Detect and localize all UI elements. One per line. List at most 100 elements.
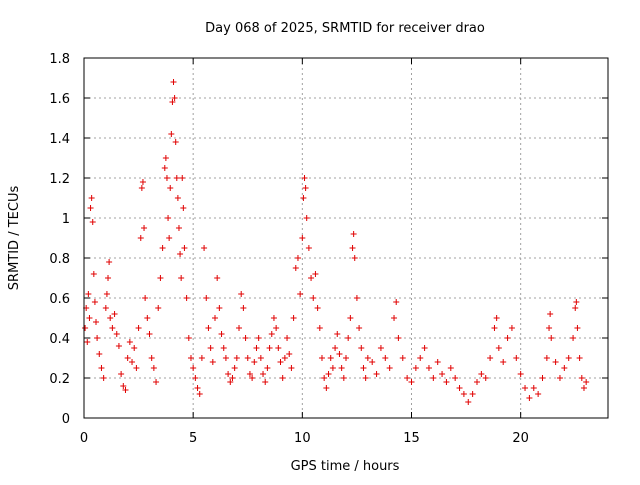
data-point (314, 305, 321, 311)
data-point (487, 355, 494, 361)
data-point (543, 355, 550, 361)
data-point (580, 385, 587, 391)
data-point (126, 339, 133, 345)
data-point (421, 345, 428, 351)
data-point (133, 365, 140, 371)
y-tick-label: 1 (62, 212, 70, 227)
data-point (530, 385, 537, 391)
data-point (546, 325, 553, 331)
data-point (141, 225, 148, 231)
data-point (262, 379, 269, 385)
data-point (308, 275, 315, 281)
data-point (170, 79, 177, 85)
data-point (513, 355, 520, 361)
data-point (336, 351, 343, 357)
data-point (183, 295, 190, 301)
data-point (90, 271, 97, 277)
data-point (279, 375, 286, 381)
data-point (570, 335, 577, 341)
data-point (257, 355, 264, 361)
data-point (299, 235, 306, 241)
data-point (292, 265, 299, 271)
data-point (242, 335, 249, 341)
data-point (106, 259, 113, 265)
data-point (412, 365, 419, 371)
axis-ticks (83, 57, 608, 419)
data-point (288, 365, 295, 371)
data-point (526, 395, 533, 401)
data-point (329, 365, 336, 371)
data-point (393, 299, 400, 305)
y-axis-label: SRMTID / TECUs (7, 186, 22, 291)
data-point (159, 245, 166, 251)
data-point (382, 355, 389, 361)
data-point (185, 335, 192, 341)
data-point (172, 139, 179, 145)
data-point (89, 219, 96, 225)
data-point (386, 365, 393, 371)
data-point (240, 305, 247, 311)
data-point (251, 359, 258, 365)
data-point (212, 315, 218, 321)
data-point (203, 295, 210, 301)
data-point (349, 245, 356, 251)
data-point (205, 325, 212, 331)
data-point (482, 375, 489, 381)
data-point (508, 325, 515, 331)
data-point (294, 255, 301, 261)
data-point (94, 335, 101, 341)
data-point (277, 359, 284, 365)
grid (84, 58, 608, 418)
data-point (583, 379, 590, 385)
data-point (137, 235, 144, 241)
data-point (430, 375, 437, 381)
data-point (460, 391, 467, 397)
data-point (353, 295, 360, 301)
data-point (561, 365, 568, 371)
y-tick-label: 0.6 (49, 292, 70, 307)
data-point (474, 379, 480, 385)
data-point (364, 355, 371, 361)
data-point (129, 359, 136, 365)
x-tick-label: 15 (403, 431, 420, 446)
data-point (162, 155, 169, 161)
data-point (345, 335, 352, 341)
data-point (142, 295, 149, 301)
data-point (120, 383, 127, 389)
y-tick-label: 1.8 (49, 52, 70, 67)
data-point (535, 391, 542, 397)
data-point (115, 343, 122, 349)
data-point (303, 215, 310, 221)
data-point (270, 315, 277, 321)
data-point (178, 275, 185, 281)
data-point (547, 311, 554, 317)
data-point (168, 131, 175, 137)
data-point (93, 319, 100, 325)
data-point (155, 305, 162, 311)
data-point (362, 375, 369, 381)
chart-title: Day 068 of 2025, SRMTID for receiver dra… (205, 21, 485, 36)
y-tick-label: 0.2 (49, 372, 70, 387)
data-point (268, 331, 275, 337)
data-point (150, 365, 157, 371)
data-point (425, 365, 432, 371)
data-point (113, 331, 120, 337)
x-tick-label: 5 (189, 431, 197, 446)
data-point (167, 185, 174, 191)
data-point (312, 271, 319, 277)
data-point (539, 375, 546, 381)
data-point (163, 175, 170, 181)
data-point (456, 385, 463, 391)
data-point (565, 355, 572, 361)
data-point (153, 379, 160, 385)
data-point (300, 195, 307, 201)
data-point (351, 255, 358, 261)
data-point (443, 379, 450, 385)
data-point (332, 345, 339, 351)
data-point (578, 375, 585, 381)
data-point (373, 371, 380, 377)
data-point (301, 175, 308, 181)
data-point (548, 335, 555, 341)
x-tick-label: 10 (294, 431, 311, 446)
